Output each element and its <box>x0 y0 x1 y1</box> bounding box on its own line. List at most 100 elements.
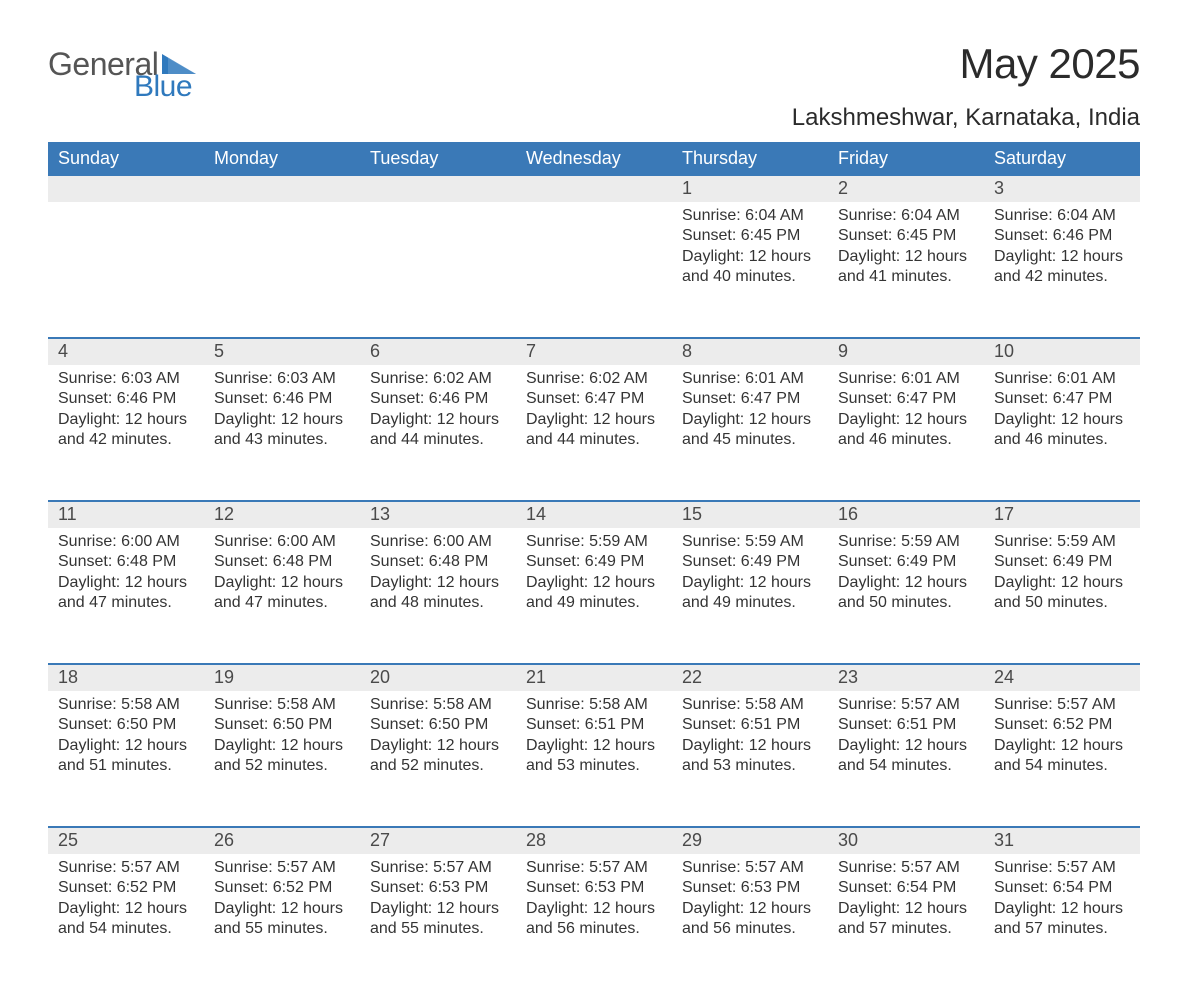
day-details: Sunrise: 5:59 AMSunset: 6:49 PMDaylight:… <box>828 528 984 614</box>
day-number: 27 <box>360 828 516 854</box>
calendar-cell: Sunrise: 5:58 AMSunset: 6:50 PMDaylight:… <box>360 691 516 827</box>
daylight-line: Daylight: 12 hours and 55 minutes. <box>214 899 350 940</box>
day-number: 16 <box>828 502 984 528</box>
calendar-cell: Sunrise: 5:57 AMSunset: 6:52 PMDaylight:… <box>204 854 360 990</box>
calendar-cell: Sunrise: 5:59 AMSunset: 6:49 PMDaylight:… <box>984 528 1140 664</box>
calendar-cell: Sunrise: 5:57 AMSunset: 6:54 PMDaylight:… <box>828 854 984 990</box>
weekday-header: Wednesday <box>516 142 672 176</box>
day-details: Sunrise: 5:57 AMSunset: 6:54 PMDaylight:… <box>828 854 984 940</box>
sunrise-line: Sunrise: 5:57 AM <box>994 695 1130 715</box>
day-number: 13 <box>360 502 516 528</box>
day-details: Sunrise: 6:04 AMSunset: 6:46 PMDaylight:… <box>984 202 1140 288</box>
weekday-header: Friday <box>828 142 984 176</box>
sunset-line: Sunset: 6:46 PM <box>58 389 194 409</box>
daylight-line: Daylight: 12 hours and 56 minutes. <box>526 899 662 940</box>
daylight-line: Daylight: 12 hours and 42 minutes. <box>994 247 1130 288</box>
day-details: Sunrise: 5:59 AMSunset: 6:49 PMDaylight:… <box>984 528 1140 614</box>
day-number-row: 45678910 <box>48 339 1140 365</box>
sunrise-line: Sunrise: 5:58 AM <box>214 695 350 715</box>
sunrise-line: Sunrise: 6:03 AM <box>58 369 194 389</box>
day-number: 28 <box>516 828 672 854</box>
day-number: 21 <box>516 665 672 691</box>
sunset-line: Sunset: 6:49 PM <box>838 552 974 572</box>
sunset-line: Sunset: 6:45 PM <box>838 226 974 246</box>
sunrise-line: Sunrise: 6:04 AM <box>994 206 1130 226</box>
day-number <box>204 176 360 202</box>
day-details: Sunrise: 6:02 AMSunset: 6:47 PMDaylight:… <box>516 365 672 451</box>
day-details: Sunrise: 6:03 AMSunset: 6:46 PMDaylight:… <box>204 365 360 451</box>
day-details: Sunrise: 5:59 AMSunset: 6:49 PMDaylight:… <box>516 528 672 614</box>
sunrise-line: Sunrise: 5:59 AM <box>526 532 662 552</box>
day-details: Sunrise: 5:57 AMSunset: 6:53 PMDaylight:… <box>360 854 516 940</box>
day-data-row: Sunrise: 6:00 AMSunset: 6:48 PMDaylight:… <box>48 528 1140 664</box>
weekday-header: Sunday <box>48 142 204 176</box>
calendar-cell: Sunrise: 6:04 AMSunset: 6:45 PMDaylight:… <box>828 202 984 338</box>
sunset-line: Sunset: 6:54 PM <box>994 878 1130 898</box>
calendar-cell: Sunrise: 6:04 AMSunset: 6:45 PMDaylight:… <box>672 202 828 338</box>
daylight-line: Daylight: 12 hours and 41 minutes. <box>838 247 974 288</box>
daylight-line: Daylight: 12 hours and 46 minutes. <box>994 410 1130 451</box>
daylight-line: Daylight: 12 hours and 57 minutes. <box>838 899 974 940</box>
day-details: Sunrise: 5:58 AMSunset: 6:50 PMDaylight:… <box>360 691 516 777</box>
day-number: 31 <box>984 828 1140 854</box>
day-details: Sunrise: 6:02 AMSunset: 6:46 PMDaylight:… <box>360 365 516 451</box>
daylight-line: Daylight: 12 hours and 43 minutes. <box>214 410 350 451</box>
daylight-line: Daylight: 12 hours and 44 minutes. <box>526 410 662 451</box>
day-data-row: Sunrise: 5:58 AMSunset: 6:50 PMDaylight:… <box>48 691 1140 827</box>
sunset-line: Sunset: 6:46 PM <box>994 226 1130 246</box>
day-details: Sunrise: 6:04 AMSunset: 6:45 PMDaylight:… <box>672 202 828 288</box>
sunrise-line: Sunrise: 5:57 AM <box>838 858 974 878</box>
day-number-row: 25262728293031 <box>48 828 1140 854</box>
sunset-line: Sunset: 6:46 PM <box>214 389 350 409</box>
sunrise-line: Sunrise: 6:02 AM <box>526 369 662 389</box>
daylight-line: Daylight: 12 hours and 47 minutes. <box>58 573 194 614</box>
calendar-cell: Sunrise: 6:00 AMSunset: 6:48 PMDaylight:… <box>48 528 204 664</box>
calendar-cell: Sunrise: 6:02 AMSunset: 6:46 PMDaylight:… <box>360 365 516 501</box>
sunrise-line: Sunrise: 6:02 AM <box>370 369 506 389</box>
daylight-line: Daylight: 12 hours and 44 minutes. <box>370 410 506 451</box>
daylight-line: Daylight: 12 hours and 40 minutes. <box>682 247 818 288</box>
calendar-cell: Sunrise: 5:57 AMSunset: 6:52 PMDaylight:… <box>984 691 1140 827</box>
calendar-cell: Sunrise: 5:57 AMSunset: 6:52 PMDaylight:… <box>48 854 204 990</box>
day-number-row: 18192021222324 <box>48 665 1140 691</box>
sunrise-line: Sunrise: 6:03 AM <box>214 369 350 389</box>
sunset-line: Sunset: 6:51 PM <box>682 715 818 735</box>
day-details: Sunrise: 5:57 AMSunset: 6:52 PMDaylight:… <box>204 854 360 940</box>
calendar-cell: Sunrise: 6:04 AMSunset: 6:46 PMDaylight:… <box>984 202 1140 338</box>
day-number-row: 11121314151617 <box>48 502 1140 528</box>
day-details: Sunrise: 6:01 AMSunset: 6:47 PMDaylight:… <box>984 365 1140 451</box>
sunrise-line: Sunrise: 6:00 AM <box>214 532 350 552</box>
daylight-line: Daylight: 12 hours and 56 minutes. <box>682 899 818 940</box>
day-data-row: Sunrise: 6:04 AMSunset: 6:45 PMDaylight:… <box>48 202 1140 338</box>
day-number: 6 <box>360 339 516 365</box>
calendar-cell: Sunrise: 5:58 AMSunset: 6:50 PMDaylight:… <box>204 691 360 827</box>
daylight-line: Daylight: 12 hours and 45 minutes. <box>682 410 818 451</box>
sunrise-line: Sunrise: 5:59 AM <box>682 532 818 552</box>
calendar-cell <box>204 202 360 338</box>
sunrise-line: Sunrise: 5:58 AM <box>370 695 506 715</box>
sunrise-line: Sunrise: 6:01 AM <box>994 369 1130 389</box>
day-number: 29 <box>672 828 828 854</box>
day-number-row: 123 <box>48 176 1140 202</box>
daylight-line: Daylight: 12 hours and 51 minutes. <box>58 736 194 777</box>
sunset-line: Sunset: 6:47 PM <box>838 389 974 409</box>
day-number: 17 <box>984 502 1140 528</box>
sunrise-line: Sunrise: 5:57 AM <box>682 858 818 878</box>
day-details: Sunrise: 5:58 AMSunset: 6:51 PMDaylight:… <box>516 691 672 777</box>
day-number: 25 <box>48 828 204 854</box>
day-details: Sunrise: 5:57 AMSunset: 6:51 PMDaylight:… <box>828 691 984 777</box>
calendar-cell: Sunrise: 6:03 AMSunset: 6:46 PMDaylight:… <box>204 365 360 501</box>
day-details: Sunrise: 5:58 AMSunset: 6:50 PMDaylight:… <box>48 691 204 777</box>
weekday-header: Saturday <box>984 142 1140 176</box>
sunrise-line: Sunrise: 5:58 AM <box>58 695 194 715</box>
sunrise-line: Sunrise: 5:57 AM <box>838 695 974 715</box>
header: General Blue May 2025 Lakshmeshwar, Karn… <box>48 40 1140 132</box>
location-subtitle: Lakshmeshwar, Karnataka, India <box>792 104 1140 132</box>
day-details: Sunrise: 5:58 AMSunset: 6:51 PMDaylight:… <box>672 691 828 777</box>
calendar-cell: Sunrise: 6:01 AMSunset: 6:47 PMDaylight:… <box>672 365 828 501</box>
day-number: 7 <box>516 339 672 365</box>
calendar-cell: Sunrise: 5:57 AMSunset: 6:53 PMDaylight:… <box>672 854 828 990</box>
day-details: Sunrise: 6:03 AMSunset: 6:46 PMDaylight:… <box>48 365 204 451</box>
weekday-header: Monday <box>204 142 360 176</box>
day-number: 12 <box>204 502 360 528</box>
